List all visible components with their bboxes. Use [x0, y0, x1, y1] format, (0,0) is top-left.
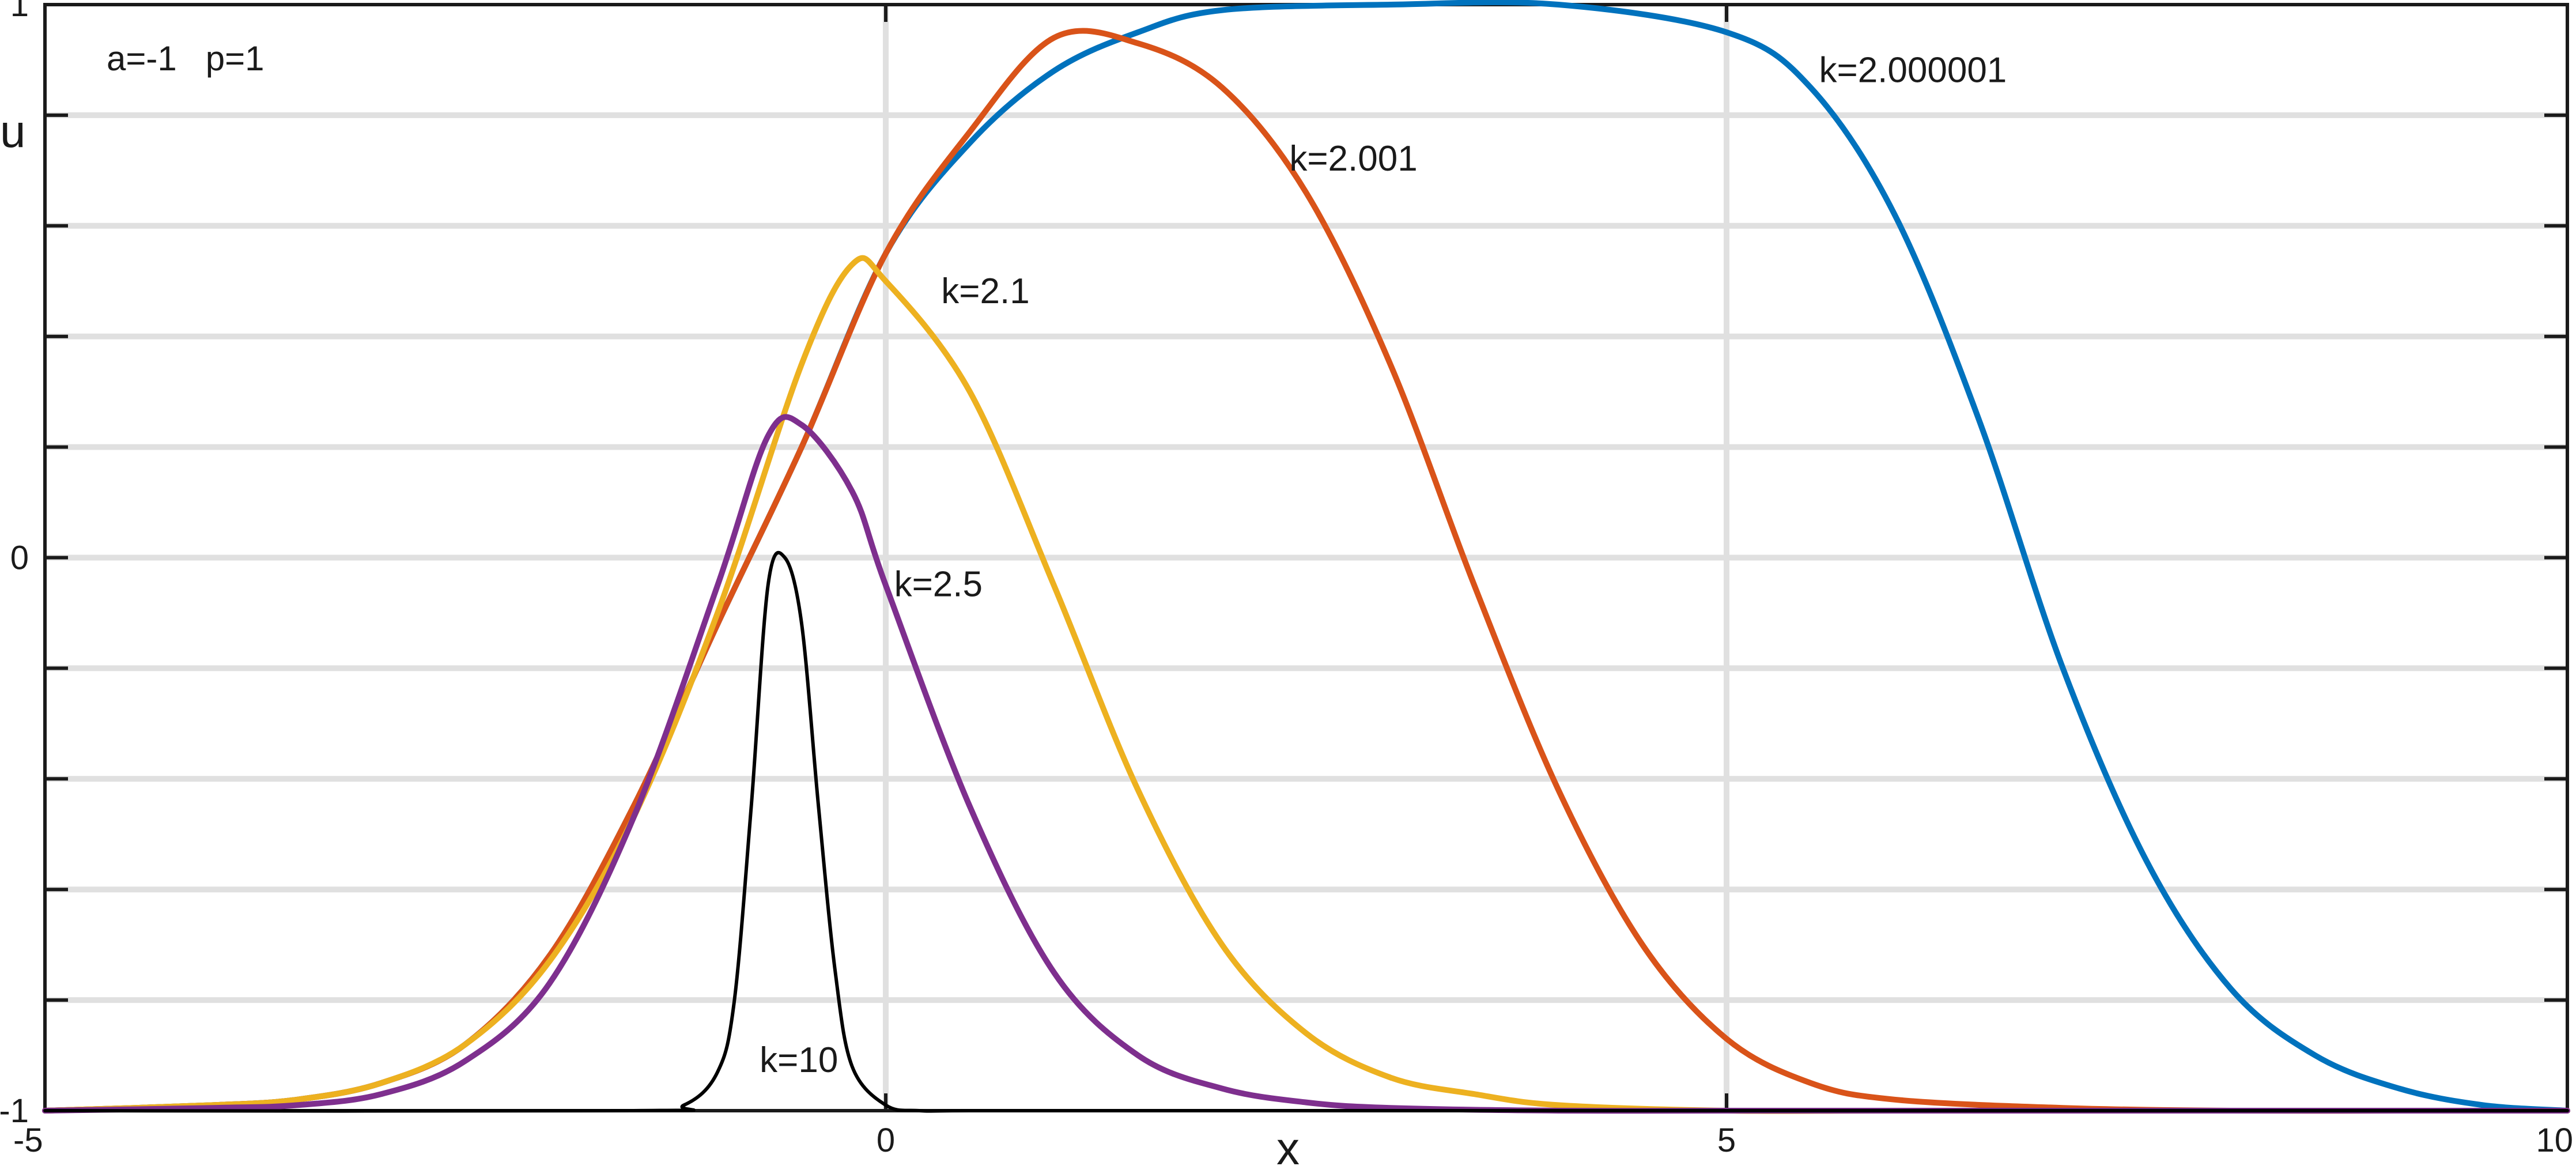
x-tick-label: -5 [13, 1122, 43, 1159]
parameter-annotation: a=-1 p=1 [107, 39, 265, 78]
series-layer [42, 0, 2570, 1114]
x-tick-label: 5 [1717, 1122, 1736, 1159]
x-axis-label: x [1276, 1123, 1300, 1166]
curve-label: k=2.001 [1289, 139, 1417, 179]
y-axis-label: u [0, 105, 26, 157]
series-line-k-2-1 [42, 255, 2570, 1114]
x-tick-label: 0 [877, 1122, 895, 1159]
series-line-k-2-001 [42, 28, 2570, 1114]
curve-label: k=2.000001 [1819, 50, 2007, 90]
series-line-k-10 [43, 550, 2569, 1113]
x-tick-label: 10 [2536, 1122, 2573, 1159]
curve-label: k=2.5 [894, 565, 983, 605]
series-line-k-2-5 [42, 414, 2570, 1114]
curve-label: k=2.1 [941, 271, 1029, 311]
tick-layer [45, 5, 2567, 1111]
curve-label: k=10 [760, 1040, 838, 1080]
grid-layer [45, 5, 2567, 1111]
y-tick-label: -1 [0, 1092, 29, 1130]
y-tick-label: 0 [10, 539, 29, 577]
y-tick-label: 1 [10, 0, 29, 24]
